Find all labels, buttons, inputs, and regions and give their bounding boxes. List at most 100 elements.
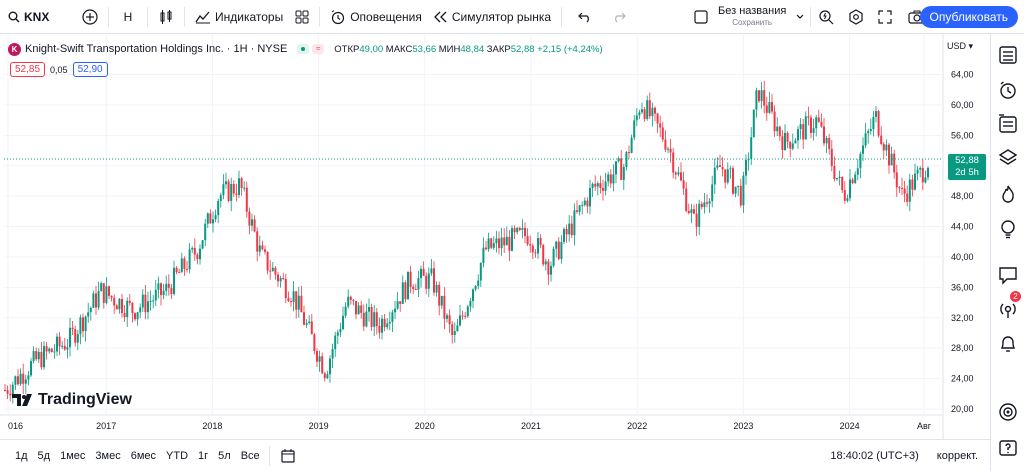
- alarm-clock-icon: [331, 9, 345, 24]
- candle-body: [206, 213, 209, 224]
- candle-body: [318, 356, 321, 362]
- candle-body: [680, 172, 682, 181]
- lightbulb-icon[interactable]: [998, 219, 1018, 239]
- candle-body: [732, 168, 734, 194]
- chat-icon[interactable]: [998, 265, 1018, 285]
- candle-body: [461, 315, 464, 317]
- alerts-button[interactable]: Оповещения: [324, 0, 428, 34]
- range-button[interactable]: Все: [240, 449, 260, 462]
- object-tree-icon[interactable]: [998, 114, 1018, 134]
- price-chart[interactable]: 64,0060,0056,0052,0048,0044,0040,0036,00…: [0, 34, 990, 439]
- clock[interactable]: 18:40:02 (UTC+3): [830, 449, 919, 462]
- candle-body: [388, 321, 391, 324]
- candle-body: [360, 305, 363, 313]
- y-tick-label: 60,00: [951, 100, 974, 110]
- bell-icon[interactable]: [998, 334, 1018, 354]
- range-button[interactable]: 1мес: [60, 449, 86, 462]
- replay-button[interactable]: Симулятор рынка: [428, 0, 557, 34]
- candle-body: [895, 172, 898, 188]
- layouts-button[interactable]: [289, 0, 315, 34]
- candle-body: [490, 238, 493, 248]
- candle-body: [700, 203, 703, 208]
- chart-type-button[interactable]: [152, 0, 180, 34]
- delay-icon: ≈: [312, 44, 325, 54]
- candle-body: [251, 219, 253, 226]
- symbol-title[interactable]: Knight-Swift Transportation Holdings Inc…: [25, 43, 288, 55]
- candle-body: [648, 100, 651, 117]
- broadcast-icon[interactable]: [998, 300, 1018, 320]
- candle-body: [121, 298, 123, 314]
- candle-body: [583, 200, 586, 205]
- zoom-lightning-icon: [819, 9, 834, 24]
- candle-body: [763, 90, 766, 106]
- interval-button[interactable]: Н: [113, 0, 143, 34]
- quick-search-button[interactable]: [812, 0, 840, 34]
- candle-body: [349, 296, 352, 300]
- gear-icon: [849, 8, 863, 25]
- range-button[interactable]: 6мес: [130, 449, 157, 462]
- candle-body: [357, 305, 360, 315]
- candle-body: [547, 261, 550, 275]
- symbol-search[interactable]: KNX: [0, 0, 76, 34]
- candle-body: [404, 282, 407, 300]
- candle-body: [825, 137, 828, 144]
- candle-body: [765, 105, 768, 113]
- candle-body: [882, 143, 885, 151]
- currency-selector[interactable]: USD ▾: [947, 41, 974, 51]
- watchlist-icon[interactable]: [998, 45, 1018, 65]
- goto-date-button[interactable]: [274, 439, 302, 471]
- compare-button[interactable]: [76, 0, 104, 34]
- candle-body: [165, 283, 168, 291]
- candle-body: [615, 161, 617, 175]
- range-button[interactable]: 3мес: [95, 449, 121, 462]
- candle-body: [724, 169, 727, 183]
- fullscreen-button[interactable]: [872, 0, 898, 34]
- range-button[interactable]: 1г: [198, 449, 209, 462]
- range-button[interactable]: 5л: [218, 449, 231, 462]
- settings-button[interactable]: [842, 0, 870, 34]
- tradingview-logo[interactable]: TradingView: [12, 391, 132, 409]
- redo-button[interactable]: [604, 0, 634, 34]
- candle-body: [290, 301, 292, 303]
- publish-button[interactable]: Опубликовать: [919, 6, 1018, 28]
- layout-menu[interactable]: Без названия Сохранить: [688, 0, 810, 34]
- candle-body: [386, 323, 389, 328]
- alarm-clock-icon[interactable]: [998, 80, 1018, 100]
- fullscreen-icon: [878, 9, 892, 24]
- chart-pane[interactable]: 64,0060,0056,0052,0048,0044,0040,0036,00…: [0, 34, 990, 439]
- candle-body: [539, 238, 542, 246]
- buy-button[interactable]: 52,90: [72, 62, 108, 77]
- undo-button[interactable]: [566, 0, 604, 34]
- adjust-toggle[interactable]: коррект.: [936, 449, 978, 462]
- candle-body: [175, 267, 178, 273]
- range-button[interactable]: YTD: [166, 449, 189, 462]
- candle-body: [417, 278, 420, 290]
- candle-body: [375, 312, 378, 326]
- candle-body: [149, 300, 152, 302]
- range-button[interactable]: 1д: [15, 449, 28, 462]
- sell-button[interactable]: 52,85: [10, 62, 46, 77]
- candle-body: [794, 140, 797, 144]
- top-toolbar: KNX Н Индикаторы Оповещения Симулятор ры…: [0, 0, 1024, 34]
- y-tick-label: 24,00: [951, 374, 974, 384]
- chevron-down-icon: [796, 14, 804, 19]
- layers-icon[interactable]: [998, 148, 1018, 168]
- y-tick-label: 32,00: [951, 313, 974, 323]
- candle-body: [479, 263, 482, 281]
- help-icon[interactable]: [998, 438, 1018, 458]
- candle-body: [682, 180, 685, 189]
- candle-body: [524, 227, 526, 237]
- candle-body: [622, 166, 625, 180]
- target-icon[interactable]: [998, 402, 1018, 422]
- flame-icon[interactable]: [998, 184, 1018, 204]
- y-tick-label: 64,00: [951, 70, 974, 80]
- candle-body: [560, 241, 563, 260]
- candle-body: [544, 261, 547, 265]
- range-button[interactable]: 5д: [37, 449, 51, 462]
- candle-body: [321, 356, 324, 374]
- indicators-button[interactable]: Индикаторы: [189, 0, 289, 34]
- candle-body: [188, 249, 191, 270]
- candle-body: [908, 179, 911, 202]
- candle-body: [204, 223, 207, 241]
- candle-body: [95, 293, 97, 308]
